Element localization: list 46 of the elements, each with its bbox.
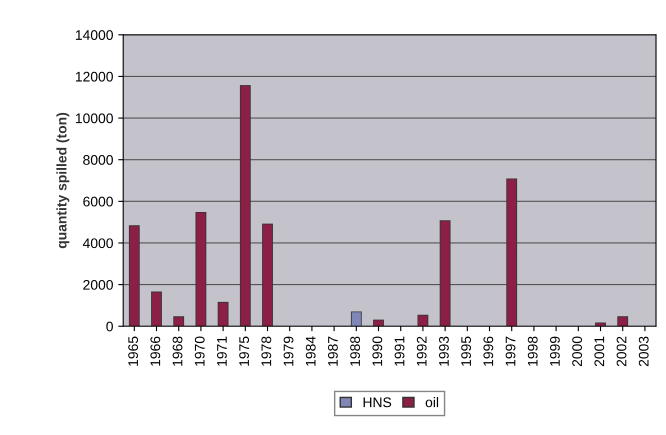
x-tick-label: 1979 — [284, 336, 294, 366]
x-tick-label: 1991 — [394, 336, 404, 366]
legend-label: HNS — [364, 397, 392, 408]
y-tick-label: 6000 — [83, 196, 113, 207]
y-tick-label: 0 — [106, 322, 113, 332]
x-tick-label: 1999 — [550, 336, 560, 366]
x-tick-label: 1965 — [128, 336, 138, 366]
x-tick-label: 1968 — [172, 336, 182, 366]
x-tick-label: 1988 — [350, 336, 360, 366]
x-tick-label: 1970 — [194, 336, 205, 366]
x-tick-label: 1966 — [150, 336, 160, 366]
y-tick-label: 10000 — [76, 113, 113, 124]
bar — [195, 212, 206, 326]
bar — [417, 314, 428, 326]
x-tick-label: 1997 — [506, 336, 516, 366]
bar — [240, 85, 251, 326]
legend-label: oil — [426, 397, 438, 408]
y-tick-label: 4000 — [82, 238, 113, 248]
x-tick-label: 2003 — [638, 336, 649, 366]
x-tick-label: 1995 — [461, 336, 472, 366]
x-tick-label: 1978 — [261, 336, 272, 366]
x-tick-label: 1992 — [416, 336, 427, 366]
x-tick-label: 2000 — [572, 336, 582, 366]
y-tick-label: 14000 — [76, 30, 113, 40]
x-tick-label: 1984 — [306, 336, 316, 366]
bar — [506, 178, 518, 326]
x-tick-label: 1975 — [239, 336, 250, 366]
bar — [373, 320, 384, 326]
y-tick-label: 2000 — [83, 280, 113, 290]
bar — [440, 220, 451, 326]
bar — [262, 224, 273, 326]
x-tick-label: 1993 — [439, 336, 449, 366]
y-tick-label: 8000 — [83, 155, 113, 165]
bar — [218, 302, 229, 326]
x-tick-label: 1987 — [328, 336, 338, 366]
x-tick-label: 1971 — [217, 336, 227, 366]
bar — [128, 225, 140, 326]
x-tick-label: 1998 — [528, 336, 538, 366]
bar — [151, 291, 162, 326]
x-tick-label: 1990 — [372, 336, 382, 366]
x-tick-label: 1996 — [483, 336, 494, 366]
x-tick-label: 2001 — [594, 336, 604, 366]
y-tick-label: 12000 — [76, 72, 113, 82]
x-tick-label: 2002 — [616, 336, 626, 366]
bar — [350, 311, 362, 326]
y-axis-title: quantity spilled (ton) — [56, 112, 70, 248]
